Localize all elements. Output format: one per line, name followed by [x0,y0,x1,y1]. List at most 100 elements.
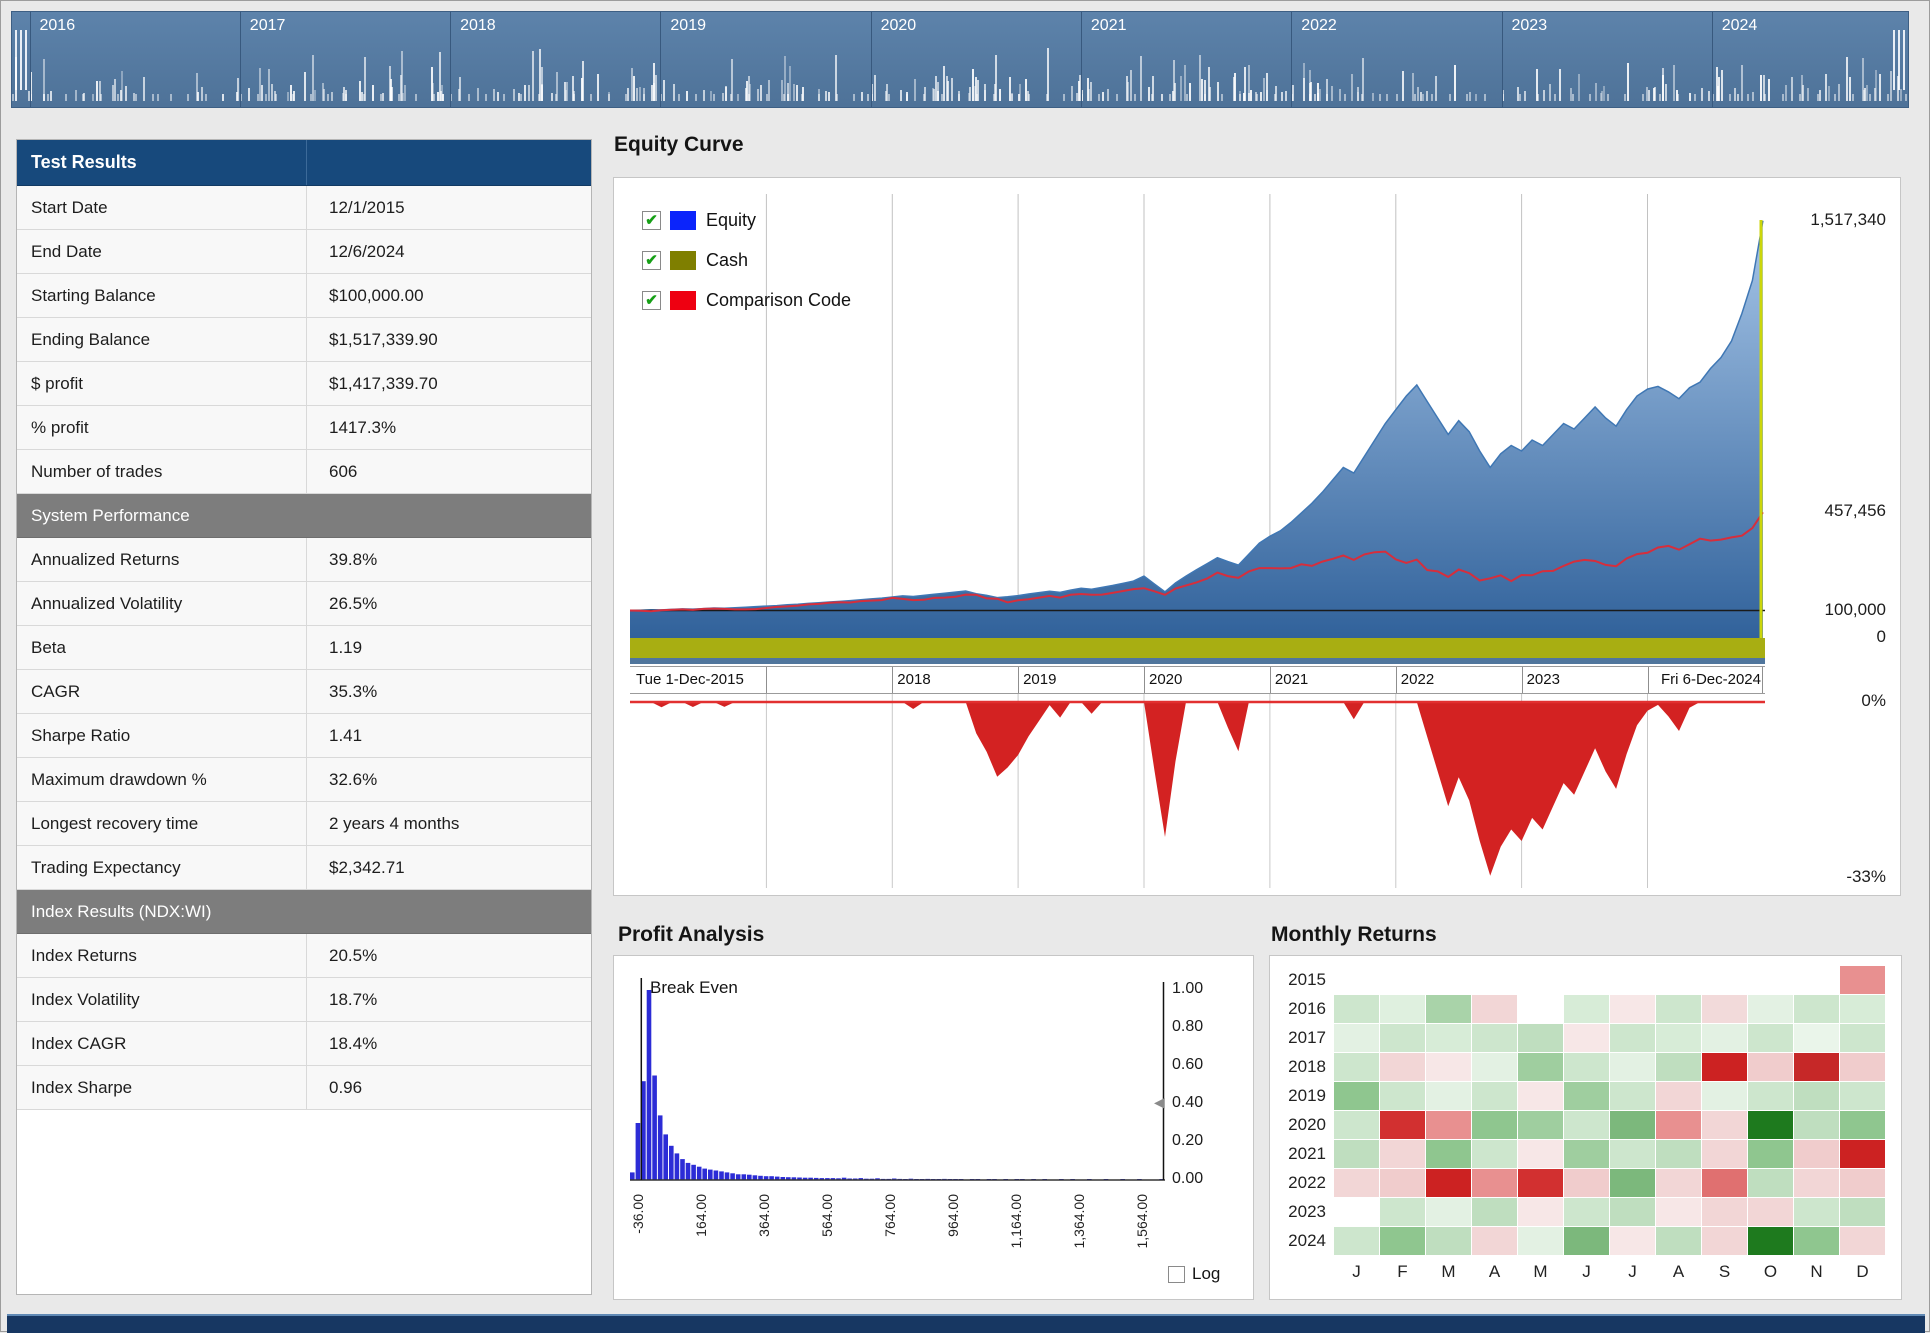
timeline-data-tick [1716,67,1718,101]
timeline-data-tick [248,88,250,101]
timeline-data-tick [1559,69,1561,101]
timeline-data-tick [382,93,384,102]
heatmap-cell [1610,1082,1655,1110]
timeline-data-tick [958,91,960,101]
timeline-month-tick [415,94,417,101]
timeline-data-tick [802,87,804,101]
timeline-data-tick [900,90,902,101]
table-row-value: 35.3% [307,670,591,713]
legend-label: Cash [706,250,748,271]
timeline-data-tick [1721,70,1723,101]
legend-checkbox[interactable]: ✔ [642,251,661,270]
heatmap-cell [1564,1053,1609,1081]
timeline-month-tick [1729,94,1731,101]
timeline-data-tick [314,90,316,101]
timeline-data-tick [673,84,675,102]
heatmap-cell [1656,1198,1701,1226]
heatmap-cell [1610,995,1655,1023]
heatmap-year-label: 2023 [1278,1198,1326,1226]
timeline-data-tick [404,85,406,101]
timeline-data-tick [524,85,526,101]
timeline-data-tick [867,94,869,101]
heatmap-cell [1610,1169,1655,1197]
timeline-month-tick [135,94,137,101]
heatmap-cell [1702,995,1747,1023]
heatmap-cell [1702,1227,1747,1255]
timeline-data-tick [323,89,325,101]
heatmap-month-label: S [1702,1262,1747,1282]
timeline-data-tick [1339,89,1341,101]
x-axis-year-label: 2022 [1401,671,1434,688]
timeline-data-tick [1701,88,1703,101]
equity-x-axis: Tue 1-Dec-2015201820192020202120222023Fr… [630,666,1765,694]
timeline-month-tick [187,94,189,101]
drawdown-plot [630,694,1765,888]
heatmap-cell [1794,995,1839,1023]
heatmap-cell [1840,1111,1885,1139]
date-range-timeline[interactable]: 201620172018201920202021202220232024 [11,11,1909,108]
timeline-month-tick [713,94,715,101]
timeline-data-tick [1174,83,1176,101]
x-axis-tick [1396,667,1397,693]
y-label-drawdown-zero: 0% [1766,691,1886,711]
timeline-month-tick [1396,94,1398,101]
table-row-value: 12/1/2015 [307,186,591,229]
heatmap-cell [1702,1198,1747,1226]
timeline-data-tick [1148,87,1150,102]
table-row: Ending Balance $1,517,339.90 [17,318,591,362]
timeline-data-tick [1536,69,1538,101]
heatmap-cell [1794,1024,1839,1052]
timeline-month-tick [1344,94,1346,101]
heatmap-cell [1518,995,1563,1023]
heatmap-cell [1794,1169,1839,1197]
timeline-data-tick [1708,91,1710,101]
table-row: Number of trades 606 [17,450,591,494]
log-checkbox[interactable] [1168,1266,1185,1283]
table-row-value: 18.4% [307,1022,591,1065]
timeline-data-tick [114,79,116,102]
heatmap-cell [1564,1198,1609,1226]
timeline-month-tick [152,94,154,101]
heatmap-cell [1472,1053,1517,1081]
timeline-data-tick [1019,84,1021,101]
timeline-data-tick [1292,85,1294,101]
y-label-drawdown-min: -33% [1766,867,1886,887]
timeline-data-tick [655,75,657,101]
timeline-month-tick [47,94,49,101]
timeline-data-tick [1412,73,1414,101]
heatmap-cell [1426,966,1471,994]
timeline-data-tick [1180,76,1182,101]
monthly-returns-heatmap: 2015201620172018201920202021202220232024… [1269,955,1902,1300]
x-axis-tick [1648,667,1649,693]
timeline-month-tick [1449,94,1451,101]
timeline-data-tick [1372,93,1374,101]
table-row: Sharpe Ratio 1.41 [17,714,591,758]
heatmap-cell [1380,1024,1425,1052]
x-axis-year-label: 2021 [1275,671,1308,688]
histogram-x-tick: 1,364.00 [1071,1194,1087,1249]
heatmap-cell [1564,1111,1609,1139]
table-row: Index Sharpe 0.96 [17,1066,591,1110]
backtest-report-window: 201620172018201920202021202220232024 Tes… [0,0,1930,1332]
timeline-data-tick [1760,75,1762,101]
heatmap-cell [1426,1053,1471,1081]
table-row: Index CAGR 18.4% [17,1022,591,1066]
timeline-right-handle[interactable] [1893,30,1905,90]
timeline-year-label: 2016 [40,17,76,35]
heatmap-cell [1748,1140,1793,1168]
timeline-month-tick [1379,94,1381,101]
timeline-data-tick [885,91,887,101]
timeline-month-tick [853,94,855,101]
heatmap-cell [1748,1169,1793,1197]
histogram-x-tick: 564.00 [819,1194,835,1237]
timeline-data-tick [99,81,101,102]
timeline-data-tick [96,81,98,101]
timeline-data-tick [459,77,461,101]
checkmark-icon: ✔ [645,253,658,268]
legend-checkbox[interactable]: ✔ [642,291,661,310]
histogram-scale-handle[interactable]: ◀ [1154,1094,1165,1111]
timeline-data-tick [627,88,629,101]
heatmap-cell [1334,1140,1379,1168]
table-row: Index Volatility 18.7% [17,978,591,1022]
legend-checkbox[interactable]: ✔ [642,211,661,230]
